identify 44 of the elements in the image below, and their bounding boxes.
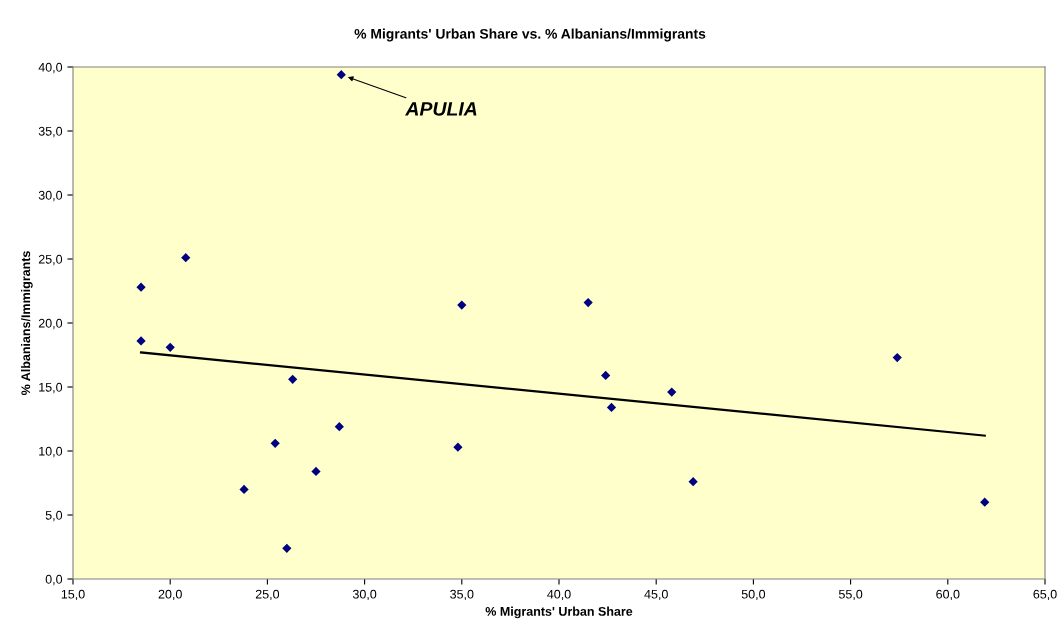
x-tick-label: 15,0 (61, 589, 85, 601)
point (270, 438, 280, 448)
y-tick-label: 35,0 (38, 126, 63, 138)
point (165, 342, 175, 352)
x-tick-label: 50,0 (741, 589, 766, 601)
chart-title: % Migrants' Urban Share vs. % Albanians/Immigrants (354, 28, 706, 42)
point (606, 402, 617, 413)
y-tick-label: 20,0 (38, 318, 63, 330)
point (892, 352, 902, 363)
x-tick-label: 45,0 (644, 589, 668, 601)
y-tick-label: 40,0 (38, 62, 63, 74)
point (181, 253, 191, 263)
point (282, 543, 292, 553)
x-tick-label: 35,0 (450, 589, 474, 601)
x-tick-label: 60,0 (936, 589, 960, 601)
point (453, 442, 463, 452)
y-tick-label: 10,0 (39, 446, 63, 458)
point (688, 477, 698, 487)
x-tick-label: 40,0 (547, 589, 571, 601)
x-tick-label: 65,0 (1033, 589, 1057, 601)
point (334, 422, 344, 432)
point (667, 387, 677, 397)
x-tick-label: 55,0 (838, 589, 863, 601)
point (457, 300, 467, 310)
point (583, 297, 593, 308)
x-axis-title: % Migrants' Urban Share (485, 606, 633, 619)
y-tick-label: 5,0 (45, 510, 63, 522)
y-tick-label: 30,0 (38, 190, 63, 202)
x-tick-label: 30,0 (352, 589, 377, 601)
point (601, 370, 611, 381)
point (239, 484, 249, 495)
y-tick-label: 15,0 (39, 382, 63, 394)
point (136, 282, 146, 292)
point (336, 70, 346, 80)
point (980, 497, 990, 507)
x-tick-label: 20,0 (158, 589, 182, 601)
y-axis-title: % Albanians/Immigrants (20, 251, 33, 396)
y-tick-label: 25,0 (38, 254, 63, 266)
annotation: APULIA (405, 102, 477, 116)
point (288, 374, 298, 384)
point (136, 336, 146, 346)
x-tick-label: 25,0 (255, 589, 280, 601)
y-tick-label: 0,0 (45, 574, 63, 586)
point (311, 466, 321, 477)
